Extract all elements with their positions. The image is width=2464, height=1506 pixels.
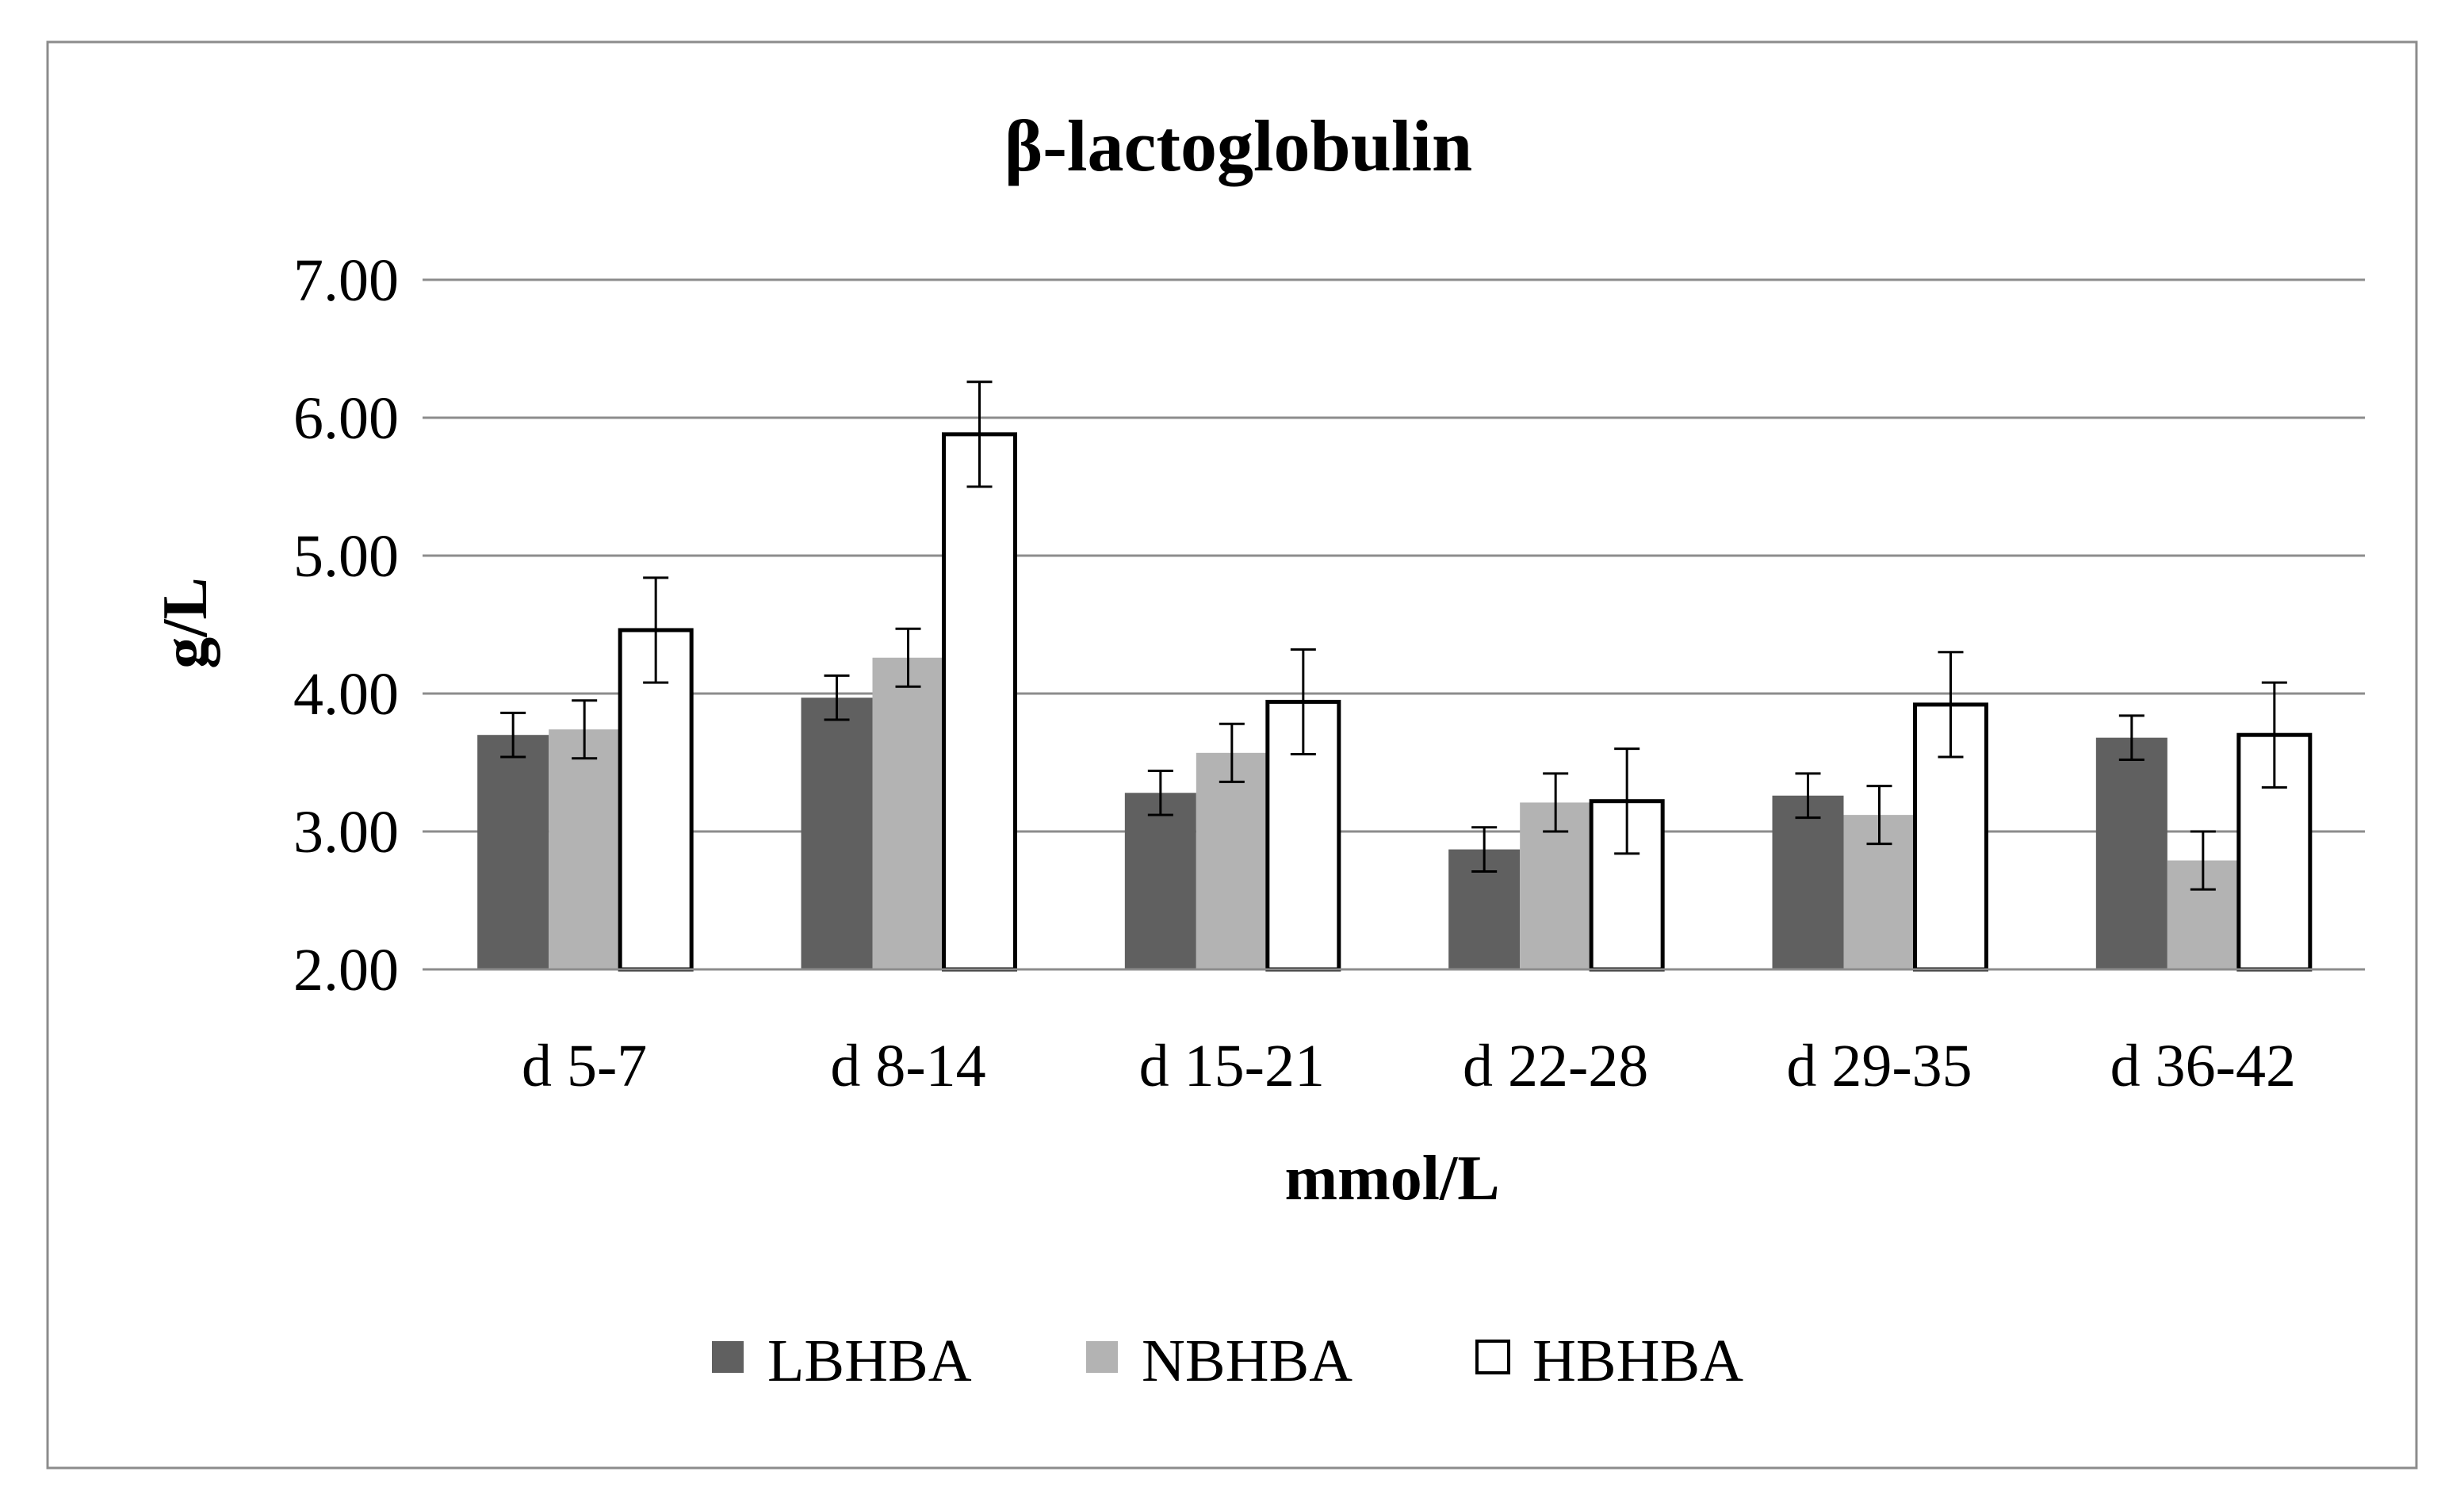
- chart-title: β-lactoglobulin: [1004, 105, 1472, 186]
- bar: [618, 628, 694, 972]
- legend-label: HBHBA: [1532, 1328, 1743, 1394]
- y-tick-label: 7.00: [293, 247, 399, 314]
- x-tick-label: d 8-14: [830, 1033, 985, 1099]
- y-tick-label: 5.00: [293, 523, 399, 590]
- bar: [477, 735, 549, 969]
- legend-swatch: [712, 1341, 744, 1373]
- bar: [2095, 737, 2167, 969]
- y-tick-label: 2.00: [293, 937, 399, 1003]
- legend: LBHBA NBHBA HBHBA: [712, 1328, 1743, 1394]
- bar: [801, 698, 873, 969]
- bar: [1913, 702, 1988, 972]
- y-tick-label: 3.00: [293, 799, 399, 866]
- legend-label: LBHBA: [767, 1328, 972, 1394]
- bar: [872, 657, 944, 969]
- bar: [942, 432, 1017, 972]
- bar: [549, 729, 621, 969]
- x-tick-label: d 36-42: [2110, 1033, 2296, 1099]
- x-tick-label: d 22-28: [1463, 1033, 1648, 1099]
- gridlines: [423, 278, 2365, 833]
- bars: [477, 432, 2313, 972]
- bar: [1124, 793, 1196, 969]
- x-tick-label: d 29-35: [1786, 1033, 1972, 1099]
- error-bars: [500, 380, 2287, 891]
- y-axis-ticks: 2.00 3.00 4.00 5.00 6.00 7.00: [293, 247, 399, 1003]
- legend-swatch: [1475, 1340, 1510, 1374]
- bar: [1196, 752, 1268, 969]
- y-tick-label: 4.00: [293, 661, 399, 728]
- legend-swatch: [1086, 1341, 1118, 1373]
- x-tick-label: d 5-7: [522, 1033, 647, 1099]
- legend-label: NBHBA: [1142, 1328, 1353, 1394]
- y-tick-label: 6.00: [293, 385, 399, 452]
- bar: [1772, 795, 1844, 969]
- x-tick-label: d 15-21: [1139, 1033, 1325, 1099]
- x-axis-ticks: d 5-7 d 8-14 d 15-21 d 22-28 d 29-35 d 36-42: [522, 1033, 2296, 1099]
- x-axis-label: mmol/L: [1284, 1144, 1499, 1214]
- y-axis-label: g/L: [151, 577, 220, 669]
